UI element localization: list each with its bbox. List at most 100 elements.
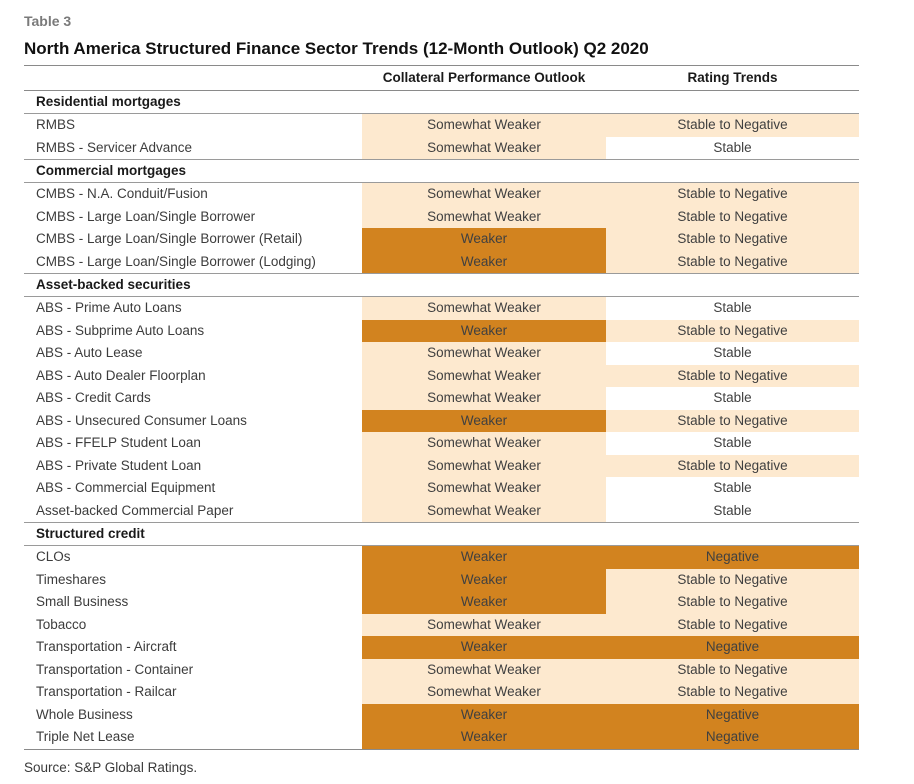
table-row: Transportation - Aircraft Weaker Negative [24,636,859,659]
header-sector [24,66,362,91]
collateral-outlook-cell: Somewhat Weaker [362,432,606,455]
table-row: CMBS - Large Loan/Single Borrower (Lodgi… [24,250,859,274]
rating-trend-cell: Stable to Negative [606,205,859,228]
sector-name-cell: CLOs [36,549,71,565]
rating-trend-cell: Stable to Negative [606,613,859,636]
section-title: Structured credit [36,526,145,541]
table-row: Triple Net Lease Weaker Negative [24,726,859,749]
table-row: ABS - Prime Auto Loans Somewhat Weaker Sta… [24,296,859,320]
sector-name-cell: Tobacco [36,616,87,632]
sector-name-cell: ABS - Private Student Loan [36,457,202,473]
table-row: Small Business Weaker Stable to Negative [24,591,859,614]
section-header-row: Structured credit [24,522,859,546]
rating-trend-cell: Stable to Negative [606,228,859,251]
sector-name-cell: RMBS [36,117,76,133]
collateral-outlook-cell: Somewhat Weaker [362,364,606,387]
sector-name-cell: Asset-backed Commercial Paper [36,502,234,518]
table-header-row: Collateral Performance Outlook Rating Tr… [24,66,859,91]
sector-name-cell: CMBS - N.A. Conduit/Fusion [36,186,208,202]
sector-trends-table: Collateral Performance Outlook Rating Tr… [24,66,859,750]
table-body: Residential mortgages RMBS Somewhat Weaker… [24,91,859,749]
collateral-outlook-cell: Somewhat Weaker [362,658,606,681]
table-row: CMBS - Large Loan/Single Borrower Somewha… [24,205,859,228]
sector-name-cell: Transportation - Railcar [36,684,177,700]
sector-name-cell: Timeshares [36,571,107,587]
rating-trend-cell: Stable to Negative [606,319,859,342]
collateral-outlook-cell: Somewhat Weaker [362,454,606,477]
sector-name-cell: Triple Net Lease [36,729,135,745]
title-divider [24,65,859,66]
collateral-outlook-cell: Weaker [362,545,606,569]
table-row: ABS - Unsecured Consumer Loans Weaker Stab… [24,409,859,432]
table-row: ABS - Private Student Loan Somewhat Weake… [24,454,859,477]
table-row: RMBS - Servicer Advance Somewhat Weaker St… [24,136,859,160]
sector-name-cell: Transportation - Aircraft [36,639,177,655]
section-title: Commercial mortgages [36,163,187,178]
rating-trend-cell: Negative [606,703,859,726]
sector-name-cell: ABS - FFELP Student Loan [36,435,201,451]
header-collateral-outlook: Collateral Performance Outlook [382,70,586,85]
collateral-outlook-cell: Somewhat Weaker [362,477,606,500]
table-title: North America Structured Finance Sector … [24,39,649,58]
rating-trend-cell: Stable to Negative [606,409,859,432]
rating-trend-cell: Stable to Negative [606,250,859,274]
section-header-row: Asset-backed securities [24,273,859,297]
collateral-outlook-cell: Weaker [362,636,606,659]
rating-trend-cell: Negative [606,636,859,659]
sector-name-cell: Small Business [36,594,129,610]
collateral-outlook-cell: Somewhat Weaker [362,205,606,228]
table-row: Tobacco Somewhat Weaker Stable to Negative [24,613,859,636]
collateral-outlook-cell: Somewhat Weaker [362,136,606,160]
collateral-outlook-cell: Somewhat Weaker [362,182,606,206]
table-row: CLOs Weaker Negative [24,545,859,569]
table-row: RMBS Somewhat Weaker Stable to Negative [24,113,859,137]
table-row: ABS - Commercial Equipment Somewhat Weake… [24,477,859,500]
section-title: Asset-backed securities [36,277,191,292]
sector-name-cell: ABS - Subprime Auto Loans [36,322,205,338]
collateral-outlook-cell: Somewhat Weaker [362,499,606,523]
rating-trend-cell: Stable [606,499,859,523]
sector-name-cell: CMBS - Large Loan/Single Borrower (Lodgi… [36,253,316,269]
rating-trend-cell: Stable to Negative [606,454,859,477]
table-number-label: Table 3 [24,13,72,29]
collateral-outlook-cell: Weaker [362,319,606,342]
table-row: Transportation - Railcar Somewhat Weaker S… [24,681,859,704]
sector-name-cell: RMBS - Servicer Advance [36,139,193,155]
collateral-outlook-cell: Weaker [362,591,606,614]
table-row: ABS - Subprime Auto Loans Weaker Stable to… [24,319,859,342]
sector-name-cell: CMBS - Large Loan/Single Borrower [36,208,256,224]
collateral-outlook-cell: Somewhat Weaker [362,342,606,365]
sector-name-cell: ABS - Unsecured Consumer Loans [36,412,247,428]
table-row: Timeshares Weaker Stable to Negative [24,568,859,591]
table-row: ABS - Auto Lease Somewhat Weaker Stable [24,342,859,365]
section-title: Residential mortgages [36,94,181,109]
rating-trend-cell: Stable [606,432,859,455]
sector-name-cell: ABS - Auto Lease [36,345,143,361]
rating-trend-cell: Negative [606,545,859,569]
rating-trend-cell: Stable [606,136,859,160]
table-row: CMBS - Large Loan/Single Borrower (Retai… [24,228,859,251]
rating-trend-cell: Stable to Negative [606,568,859,591]
rating-trend-cell: Stable [606,296,859,320]
table-row: Whole Business Weaker Negative [24,703,859,726]
collateral-outlook-cell: Somewhat Weaker [362,613,606,636]
collateral-outlook-cell: Weaker [362,409,606,432]
sector-name-cell: ABS - Commercial Equipment [36,480,216,496]
table-row: ABS - FFELP Student Loan Somewhat Weaker S… [24,432,859,455]
rating-trend-cell: Stable [606,342,859,365]
collateral-outlook-cell: Somewhat Weaker [362,681,606,704]
table-row: Transportation - Container Somewhat Weake… [24,658,859,681]
collateral-outlook-cell: Weaker [362,250,606,274]
sector-name-cell: ABS - Prime Auto Loans [36,300,182,316]
table-row: Asset-backed Commercial Paper Somewhat We… [24,499,859,523]
collateral-outlook-cell: Weaker [362,726,606,749]
section-header-row: Commercial mortgages [24,159,859,183]
rating-trend-cell: Stable to Negative [606,182,859,206]
table-row: ABS - Auto Dealer Floorplan Somewhat Weak… [24,364,859,387]
section-header-row: Residential mortgages [24,91,859,114]
sector-name-cell: Transportation - Container [36,661,194,677]
source-note: Source: S&P Global Ratings. [24,760,198,775]
header-rating-trends: Rating Trends [687,70,778,85]
rating-trend-cell: Stable to Negative [606,658,859,681]
rating-trend-cell: Stable [606,477,859,500]
